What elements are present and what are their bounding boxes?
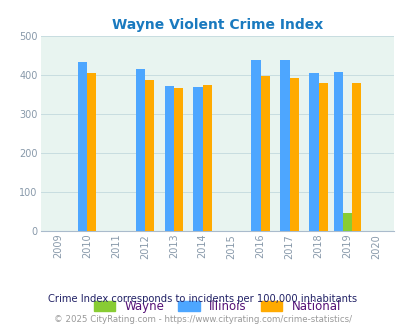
Text: Crime Index corresponds to incidents per 100,000 inhabitants: Crime Index corresponds to incidents per…	[48, 294, 357, 304]
Bar	[333, 72, 342, 231]
Bar	[135, 69, 145, 231]
Bar	[173, 88, 183, 231]
Bar	[202, 85, 211, 231]
Text: © 2025 CityRating.com - https://www.cityrating.com/crime-statistics/: © 2025 CityRating.com - https://www.city…	[54, 315, 351, 324]
Bar	[77, 62, 87, 231]
Title: Wayne Violent Crime Index: Wayne Violent Crime Index	[111, 18, 322, 32]
Legend: Wayne, Illinois, National: Wayne, Illinois, National	[89, 295, 345, 318]
Bar	[351, 83, 360, 231]
Bar	[145, 80, 154, 231]
Bar	[260, 77, 269, 231]
Bar	[289, 78, 298, 231]
Bar	[87, 73, 96, 231]
Bar	[309, 73, 318, 231]
Bar	[318, 83, 327, 231]
Bar	[164, 86, 173, 231]
Bar	[342, 213, 351, 231]
Bar	[251, 60, 260, 231]
Bar	[193, 87, 202, 231]
Bar	[279, 60, 289, 231]
